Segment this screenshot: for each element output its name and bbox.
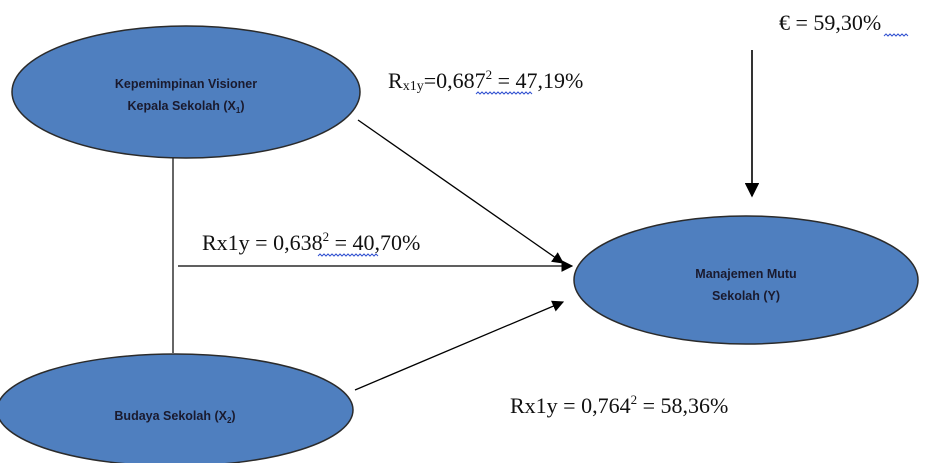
spellcheck-underline — [317, 253, 379, 257]
spellcheck-underline — [475, 91, 533, 95]
error-text: € = 59,30% — [779, 10, 881, 35]
label-r-x2y: Rx1y = 0,7642 = 58,36% — [510, 392, 728, 418]
node-x2-ellipse — [0, 353, 354, 463]
node-x1-label-line2: Kepala Sekolah (X1) — [128, 99, 245, 115]
node-x2-label: Budaya Sekolah (X2) — [114, 409, 235, 425]
node-x1: Kepemimpinan Visioner Kepala Sekolah (X1… — [11, 25, 361, 159]
arrow-x1-to-y — [357, 119, 564, 264]
spellcheck-underline — [883, 33, 909, 37]
arrow-x2-to-y — [354, 300, 565, 391]
label-r-combined-text: Rx1y = 0,6382 = 40,70% — [202, 229, 420, 255]
node-y: Manajemen Mutu Sekolah (Y) — [573, 215, 919, 345]
node-x1-label-line1: Kepemimpinan Visioner — [115, 77, 257, 91]
label-r-x2y-text: Rx1y = 0,7642 = 58,36% — [510, 392, 728, 418]
label-r-combined: Rx1y = 0,6382 = 40,70% — [202, 229, 420, 257]
node-y-label-line2: Sekolah (Y) — [712, 289, 780, 303]
label-r-x1y-text: Rx1y=0,6872 = 47,19% — [388, 67, 583, 94]
node-x2: Budaya Sekolah (X2) — [0, 353, 354, 463]
error-label: € = 59,30% — [779, 10, 909, 37]
node-x1-ellipse — [11, 25, 361, 159]
node-y-ellipse — [573, 215, 919, 345]
node-y-label-line1: Manajemen Mutu — [695, 267, 796, 281]
label-r-x1y: Rx1y=0,6872 = 47,19% — [388, 67, 583, 95]
